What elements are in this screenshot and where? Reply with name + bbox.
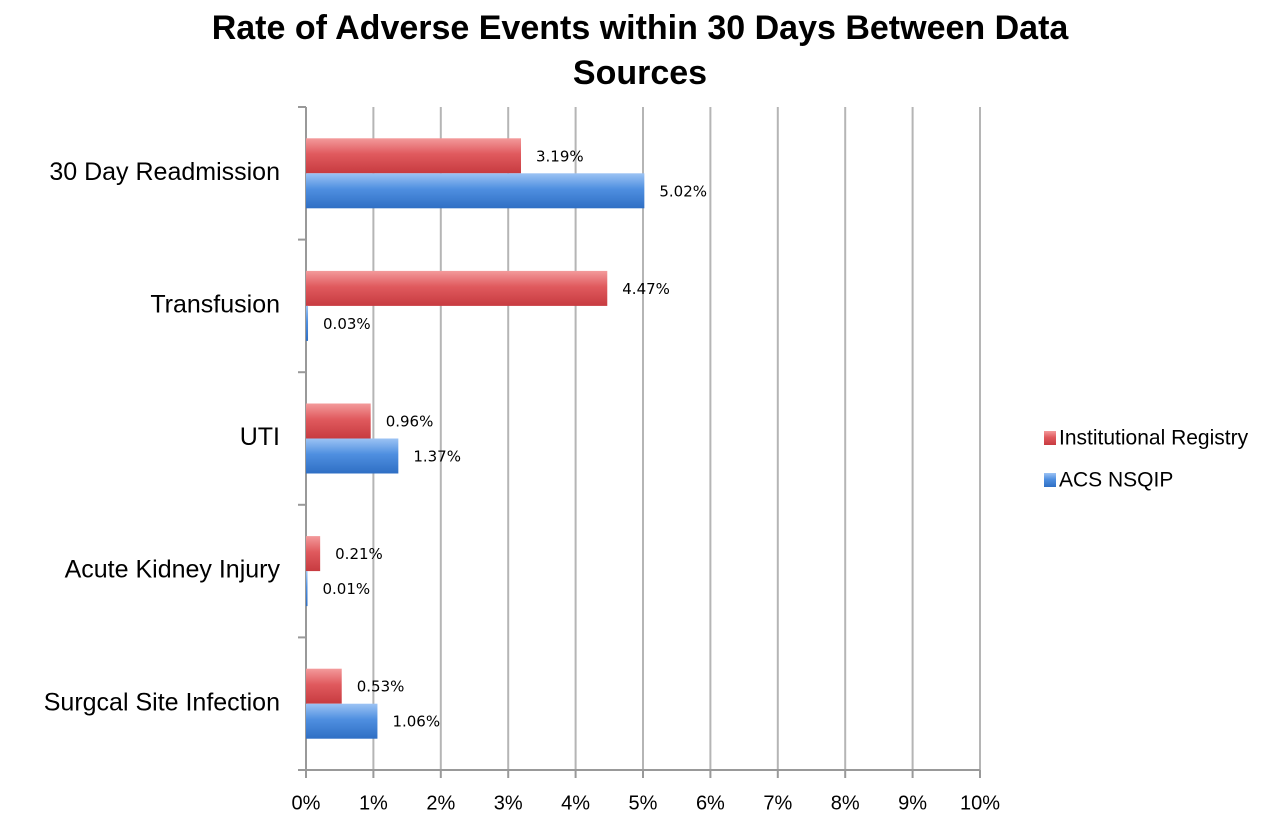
x-tick-label: 5% (629, 792, 658, 814)
category-label: Surgcal Site Infection (44, 688, 280, 716)
legend-swatch-institutional-registry (1044, 431, 1056, 445)
bars (306, 138, 645, 739)
gridlines (372, 107, 981, 770)
x-tick-label: 0% (292, 792, 321, 814)
chart-title-line-2: Sources (573, 54, 707, 92)
bar-acs-nsqip (306, 438, 399, 474)
data-labels: 3.19% 5.02% 4.47% 0.03% 0.96% 1.37% 0.21% 0.01%… (323, 147, 708, 730)
x-tick-label: 2% (426, 792, 455, 814)
category-label: Transfusion (150, 291, 280, 319)
data-label: 1.37% (413, 448, 461, 466)
x-tick-label: 7% (763, 792, 792, 814)
data-label: 3.19% (536, 147, 584, 165)
data-label: 4.47% (622, 280, 670, 298)
bar-acs-nsqip (306, 571, 308, 607)
legend-label: ACS NSQIP (1059, 469, 1173, 492)
bar-institutional-registry (306, 270, 608, 306)
x-tick-label: 10% (960, 792, 1000, 814)
chart-title: Rate of Adverse Events within 30 Days Be… (212, 9, 1070, 92)
category-label: UTI (240, 423, 280, 451)
legend-swatch-acs-nsqip (1044, 473, 1056, 487)
bar-institutional-registry (306, 138, 522, 174)
x-tick-label: 1% (359, 792, 388, 814)
axes: 0% 1% 2% 3% 4% 5% 6% 7% 8% 9% 10% 30 Day Readmissio… (44, 106, 1000, 814)
data-label: 1.06% (392, 713, 440, 731)
data-label: 0.21% (335, 545, 383, 563)
data-label: 0.01% (323, 580, 371, 598)
data-label: 0.03% (323, 315, 371, 333)
bar-acs-nsqip (306, 703, 378, 739)
data-label: 0.53% (357, 678, 405, 696)
data-label: 5.02% (659, 182, 707, 200)
bar-acs-nsqip (306, 305, 309, 341)
bar-institutional-registry (306, 668, 342, 704)
x-tick-label: 3% (494, 792, 523, 814)
x-tick-label: 6% (696, 792, 725, 814)
x-tick-label: 4% (561, 792, 590, 814)
legend-label: Institutional Registry (1059, 427, 1249, 450)
x-tick-label: 9% (898, 792, 927, 814)
bar-acs-nsqip (306, 173, 645, 209)
bar-institutional-registry (306, 403, 371, 439)
chart-title-line-1: Rate of Adverse Events within 30 Days Be… (212, 9, 1070, 47)
category-label: 30 Day Readmission (49, 158, 280, 186)
bar-institutional-registry (306, 536, 321, 572)
data-label: 0.96% (386, 413, 434, 431)
legend: Institutional Registry ACS NSQIP (1044, 427, 1249, 492)
x-tick-label: 8% (831, 792, 860, 814)
category-label: Acute Kidney Injury (65, 556, 281, 584)
